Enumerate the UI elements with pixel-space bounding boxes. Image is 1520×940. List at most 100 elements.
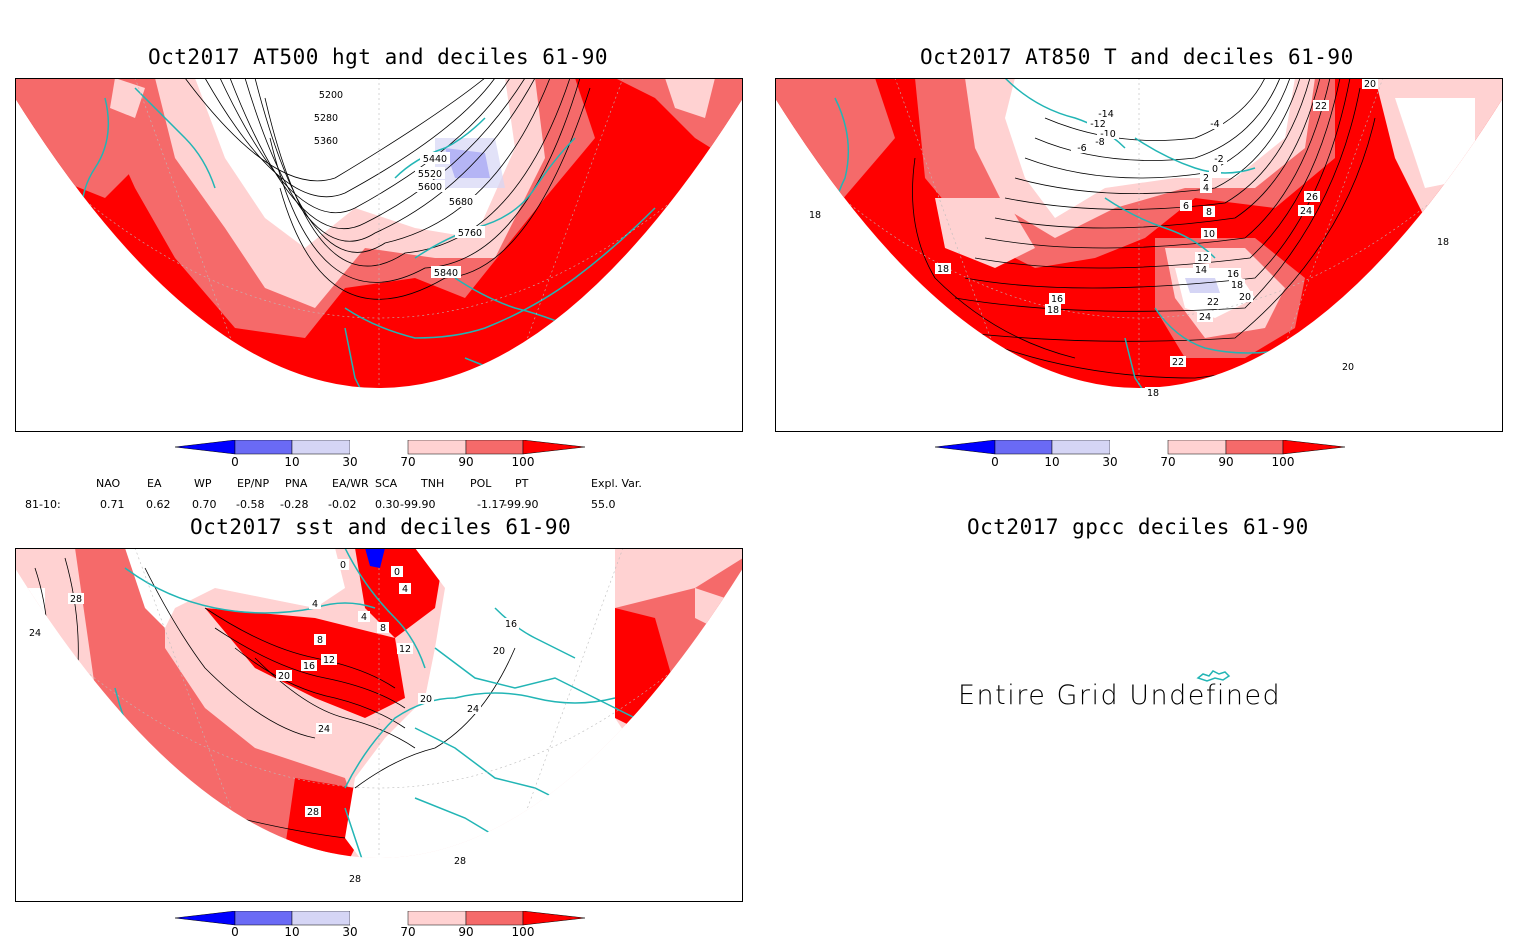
index-name: NAO bbox=[96, 477, 121, 490]
contour-label: 28 bbox=[70, 594, 82, 605]
map-sst-svg: 28 24 0 0 4 4 4 8 8 12 12 16 16 20 20 20… bbox=[15, 548, 743, 902]
index-name: PT bbox=[515, 477, 529, 490]
contour-label: 6 bbox=[1183, 201, 1189, 212]
index-value: 0.71 bbox=[100, 498, 125, 511]
index-value: 0.70 bbox=[192, 498, 217, 511]
contour-label: 16 bbox=[303, 661, 315, 672]
contour-label: 26 bbox=[1306, 192, 1318, 203]
panel-title-gpcc: Oct2017 gpcc deciles 61-90 bbox=[967, 515, 1309, 539]
contour-label: 5520 bbox=[418, 169, 442, 180]
colorbar-label: 30 bbox=[1102, 455, 1118, 469]
index-value: -99.90 bbox=[503, 498, 539, 511]
index-value: -99.90 bbox=[400, 498, 436, 511]
index-value: 0.30 bbox=[375, 498, 400, 511]
colorbar-label: 30 bbox=[342, 455, 358, 469]
contour-label: 8 bbox=[317, 635, 323, 646]
index-value: 55.0 bbox=[591, 498, 616, 511]
colorbar-label: 0 bbox=[991, 455, 999, 469]
contour-label: 20 bbox=[420, 694, 432, 705]
colorbar-label: 30 bbox=[342, 925, 358, 939]
index-name: SCA bbox=[375, 477, 398, 490]
index-value: -1.17 bbox=[477, 498, 506, 511]
index-name: WP bbox=[194, 477, 212, 490]
contour-label: 0 bbox=[340, 560, 346, 571]
contour-label: 0 bbox=[394, 567, 400, 578]
colorbar-label: 0 bbox=[231, 455, 239, 469]
panel-title-sst: Oct2017 sst and deciles 61-90 bbox=[190, 515, 572, 539]
contour-label: 24 bbox=[1300, 206, 1312, 217]
index-value: 0.62 bbox=[146, 498, 171, 511]
index-name: POL bbox=[470, 477, 492, 490]
contour-label: -6 bbox=[1077, 143, 1086, 154]
contour-label: 22 bbox=[1315, 101, 1327, 112]
colorbar-at850: 0 10 30 70 90 100 bbox=[934, 439, 1355, 474]
contour-label: 16 bbox=[505, 619, 517, 630]
contour-label: -8 bbox=[1095, 137, 1104, 148]
index-name: Expl. Var. bbox=[591, 477, 642, 490]
contour-label: -14 bbox=[1098, 109, 1114, 120]
contour-label: 5200 bbox=[319, 90, 343, 101]
contour-label: 20 bbox=[493, 646, 505, 657]
colorbar-label: 10 bbox=[284, 455, 300, 469]
index-name: EA bbox=[147, 477, 162, 490]
colorbar-at500-svg bbox=[174, 439, 586, 455]
panel-title-at850: Oct2017 AT850 T and deciles 61-90 bbox=[920, 45, 1354, 69]
contour-label: 18 bbox=[1047, 305, 1059, 316]
contour-label: 28 bbox=[307, 807, 319, 818]
colorbar-label: 10 bbox=[284, 925, 300, 939]
colorbar-label: 90 bbox=[458, 925, 474, 939]
contour-label: 5840 bbox=[434, 268, 458, 279]
contour-label: 12 bbox=[399, 644, 411, 655]
contour-label: 4 bbox=[312, 599, 318, 610]
colorbar-sst-svg bbox=[174, 910, 586, 926]
gpcc-small-coast bbox=[1196, 670, 1231, 682]
contour-label: 5360 bbox=[314, 136, 338, 147]
contour-label: 20 bbox=[1342, 362, 1354, 373]
contour-label: 24 bbox=[467, 704, 479, 715]
index-name: TNH bbox=[421, 477, 445, 490]
contour-label: 5760 bbox=[458, 228, 482, 239]
contour-label: 28 bbox=[349, 874, 361, 885]
index-name: EA/WR bbox=[332, 477, 369, 490]
index-value: -0.28 bbox=[280, 498, 309, 511]
index-name: EP/NP bbox=[237, 477, 270, 490]
contour-label: 18 bbox=[809, 210, 821, 221]
colorbar-label: 0 bbox=[231, 925, 239, 939]
contour-label: 12 bbox=[323, 655, 335, 666]
contour-label: 20 bbox=[1239, 292, 1251, 303]
contour-label: 24 bbox=[1199, 312, 1211, 323]
map-panel-sst: 28 24 0 0 4 4 4 8 8 12 12 16 16 20 20 20… bbox=[15, 548, 743, 902]
contour-label: 8 bbox=[380, 623, 386, 634]
colorbar-label: 100 bbox=[511, 925, 535, 939]
index-value: -0.58 bbox=[236, 498, 265, 511]
colorbar-label: 90 bbox=[1218, 455, 1234, 469]
contour-label: 5280 bbox=[314, 113, 338, 124]
map-at850-svg: -14 -12 -10 -8 -6 -4 -2 0 2 4 6 8 10 12 … bbox=[775, 78, 1503, 432]
contour-label: 16 bbox=[1227, 269, 1239, 280]
colorbar-at850-svg bbox=[934, 439, 1346, 455]
contour-label: 28 bbox=[454, 856, 466, 867]
contour-label: 20 bbox=[278, 671, 290, 682]
colorbar-label: 70 bbox=[400, 455, 416, 469]
map-panel-gpcc bbox=[1195, 666, 1235, 686]
map-panel-at850: -14 -12 -10 -8 -6 -4 -2 0 2 4 6 8 10 12 … bbox=[775, 78, 1503, 432]
contour-label: 22 bbox=[1207, 297, 1219, 308]
contour-label: 24 bbox=[318, 724, 330, 735]
contour-label: 0 bbox=[1212, 164, 1218, 175]
contour-label: 18 bbox=[1147, 388, 1159, 399]
contour-label: 8 bbox=[1206, 207, 1212, 218]
contour-label: 12 bbox=[1197, 253, 1209, 264]
colorbar-at500: 0 10 30 70 90 100 bbox=[174, 439, 595, 474]
colorbar-label: 100 bbox=[511, 455, 535, 469]
contour-label: -10 bbox=[1100, 129, 1116, 140]
colorbar-sst: 0 10 30 70 90 100 bbox=[174, 910, 595, 940]
undefined-grid-message: Entire Grid Undefined bbox=[958, 680, 1282, 711]
index-value: -0.02 bbox=[328, 498, 357, 511]
index-row-label: 81-10: bbox=[25, 498, 61, 511]
colorbar-label: 70 bbox=[400, 925, 416, 939]
contour-label: 22 bbox=[1172, 357, 1184, 368]
colorbar-label: 90 bbox=[458, 455, 474, 469]
colorbar-label: 100 bbox=[1271, 455, 1295, 469]
contour-label: 18 bbox=[1437, 237, 1449, 248]
contour-label: 20 bbox=[1364, 79, 1376, 90]
